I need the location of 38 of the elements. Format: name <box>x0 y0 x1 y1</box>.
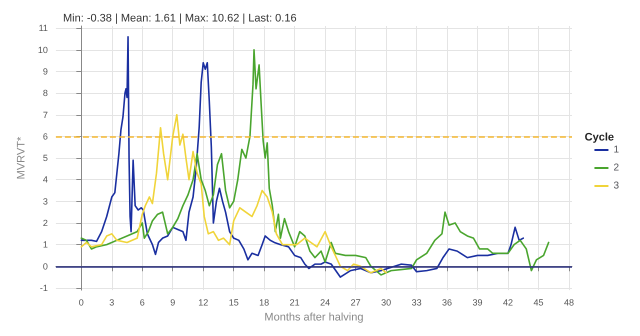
y-axis-title: MVRVT* <box>16 136 28 180</box>
x-tick-label: 3 <box>109 298 114 308</box>
y-tick-label: 8 <box>42 88 48 98</box>
y-tick-label: 11 <box>38 23 48 34</box>
x-tick-label: 45 <box>533 298 544 308</box>
y-tick-label: 4 <box>42 174 48 185</box>
x-tick-label: 6 <box>140 298 145 308</box>
x-tick-label: 12 <box>198 298 208 308</box>
x-tick-label: 15 <box>228 298 239 308</box>
x-tick-label: 0 <box>78 298 84 308</box>
x-tick-label: 24 <box>320 298 330 308</box>
y-tick-label: 7 <box>42 110 48 120</box>
y-tick-label: 1 <box>42 240 48 250</box>
legend-label: 2 <box>613 162 620 174</box>
y-tick-label: 5 <box>42 153 48 164</box>
y-tick-label: 6 <box>42 131 48 142</box>
x-tick-label: 42 <box>502 298 514 308</box>
legend-title: Cycle <box>584 132 614 144</box>
x-tick-label: 21 <box>290 298 300 308</box>
y-tick-label: 10 <box>38 44 48 55</box>
legend-label: 3 <box>613 180 620 192</box>
x-tick-label: 18 <box>259 298 270 308</box>
x-tick-label: 30 <box>381 298 392 308</box>
x-axis-title: Months after halving <box>264 312 364 324</box>
y-tick-label: 3 <box>42 196 48 206</box>
legend-label: 1 <box>613 144 620 156</box>
y-tick-label: -1 <box>40 282 48 293</box>
x-tick-label: 39 <box>472 298 483 308</box>
x-tick-label: 33 <box>412 298 422 308</box>
y-tick-label: 2 <box>42 218 48 228</box>
y-tick-label: 0 <box>42 261 48 272</box>
x-tick-label: 48 <box>564 298 574 308</box>
x-tick-label: 36 <box>442 298 452 308</box>
x-tick-label: 27 <box>350 298 361 308</box>
line-series <box>80 114 387 274</box>
y-tick-label: 9 <box>42 66 48 76</box>
chart-subtitle: Min: -0.38 | Mean: 1.61 | Max: 10.62 | Last: 0.16 <box>63 12 297 24</box>
x-tick-label: 9 <box>170 298 176 308</box>
